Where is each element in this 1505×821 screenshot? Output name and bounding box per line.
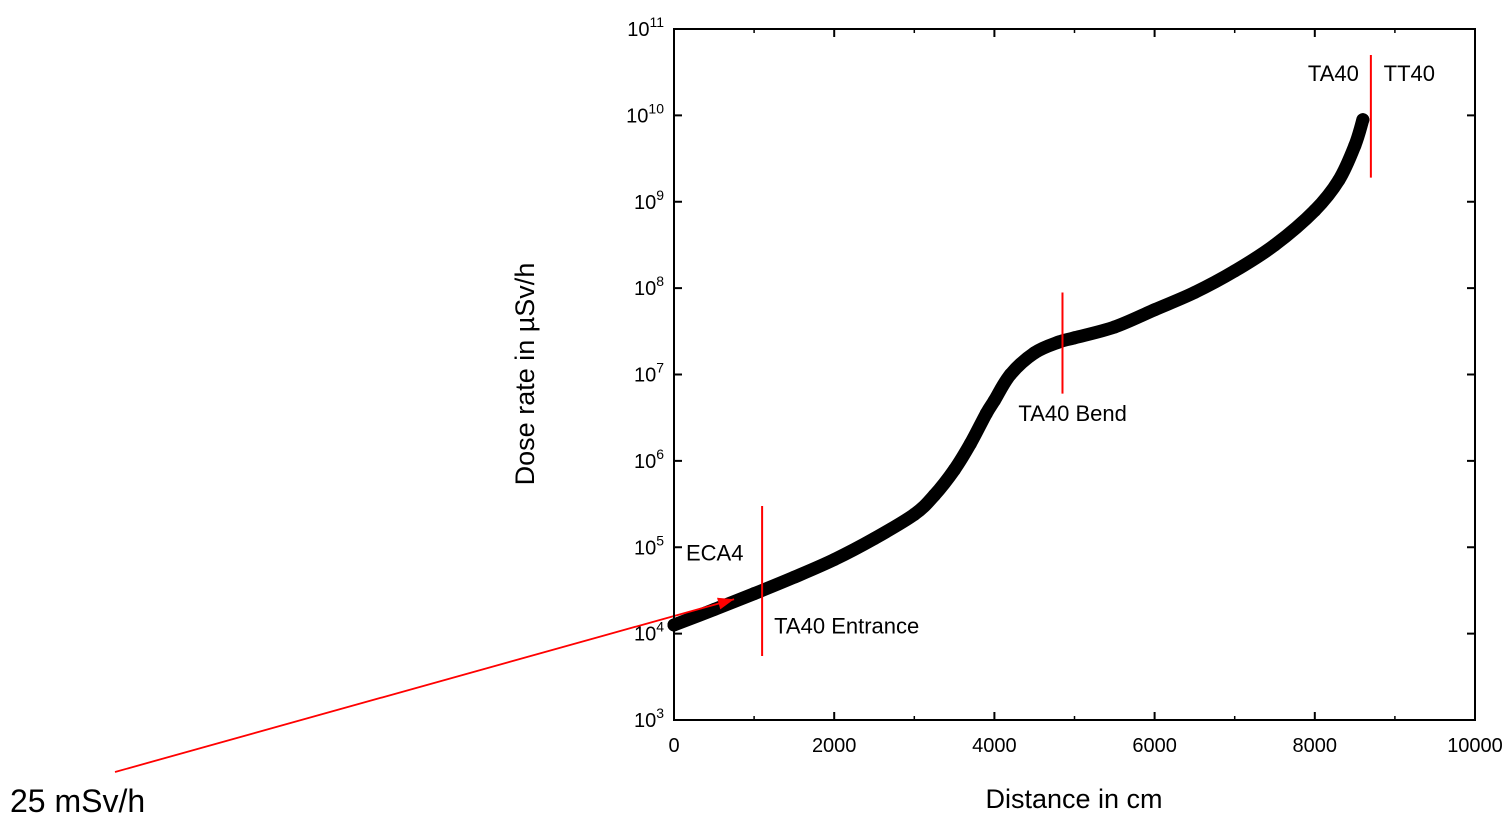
data-point [867, 532, 881, 546]
data-point [787, 570, 801, 584]
x-tick-label: 8000 [1293, 735, 1338, 757]
data-point [1148, 303, 1162, 317]
data-point [747, 587, 761, 601]
data-point [1188, 285, 1202, 299]
callout-arrow-head [717, 597, 735, 610]
x-tick-label: 0 [668, 735, 679, 757]
plot-area: ECA4 TA40 Entrance TA40 Bend TA40 TT40 [114, 55, 1435, 773]
data-point [987, 394, 1001, 408]
marker-label: TA40 [1308, 61, 1359, 86]
data-point [1356, 113, 1370, 127]
data-point [1308, 203, 1322, 217]
y-tick-label: 109 [634, 187, 664, 214]
data-point [1268, 238, 1282, 252]
data-point [907, 507, 921, 521]
marker-label: ECA4 [686, 541, 743, 566]
x-tick-label: 2000 [812, 735, 857, 757]
marker-label: TA40 Bend [1018, 401, 1126, 426]
y-tick-label: 106 [634, 446, 664, 473]
y-tick-label: 1011 [627, 14, 664, 41]
data-point [1332, 173, 1346, 187]
data-point [1027, 346, 1041, 360]
x-tick-label: 4000 [972, 735, 1017, 757]
y-axis-label: Dose rate in µSv/h [510, 263, 540, 486]
data-point [1228, 264, 1242, 278]
callout-label: 25 mSv/h [10, 783, 145, 819]
data-point [947, 463, 961, 477]
data-point [1108, 320, 1122, 334]
data-point [827, 553, 841, 567]
data-point [1003, 368, 1017, 381]
x-tick-label: 10000 [1447, 735, 1503, 757]
x-tick-label: 6000 [1132, 735, 1177, 757]
data-point [963, 437, 977, 451]
callout-arrow-line [114, 598, 735, 773]
marker-label: TA40 Entrance [774, 614, 919, 639]
y-tick-label: 103 [634, 705, 664, 732]
data-point [979, 406, 993, 420]
y-tick-label: 107 [634, 360, 664, 387]
data-point [1068, 331, 1081, 345]
data-point [927, 488, 941, 502]
data-point [1348, 139, 1362, 153]
y-tick-label: 108 [634, 273, 664, 300]
y-tick-label: 1010 [626, 100, 664, 127]
marker-label: TT40 [1384, 61, 1435, 86]
series-curve [667, 113, 1370, 632]
x-axis-label: Distance in cm [985, 784, 1162, 814]
axes: 0 2000 4000 6000 8000 10000 103 104 105 106 107 108… [626, 14, 1503, 757]
y-tick-label: 104 [634, 619, 664, 646]
y-tick-label: 105 [634, 532, 664, 559]
